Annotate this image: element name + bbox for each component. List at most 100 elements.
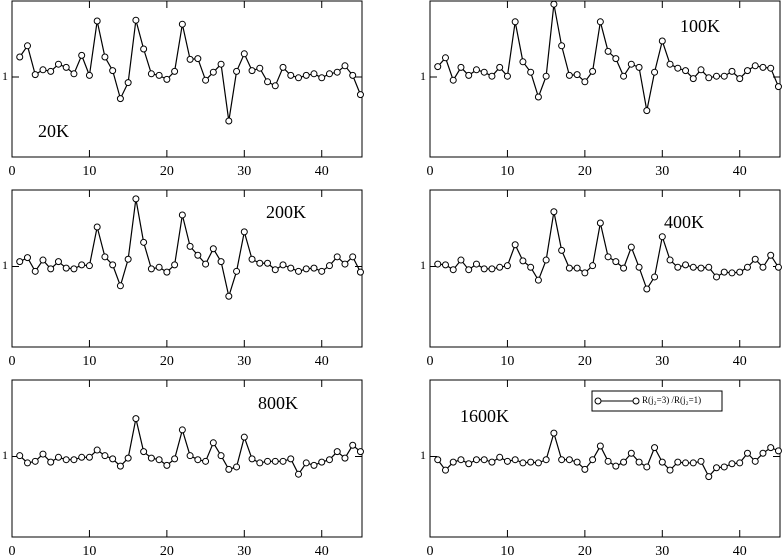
data-point	[147, 454, 155, 462]
x-tick-label: 30	[237, 354, 251, 369]
annotation: 20K	[38, 121, 69, 141]
data-point	[186, 55, 194, 63]
x-tick-label: 0	[9, 164, 16, 179]
x-tick-label: 10	[82, 354, 96, 369]
x-tick-label: 30	[655, 354, 669, 369]
data-point	[85, 71, 93, 79]
x-tick-label: 40	[733, 354, 747, 369]
data-point	[689, 263, 697, 271]
data-point	[697, 264, 705, 272]
data-point	[54, 453, 62, 461]
data-point	[434, 456, 442, 464]
data-point	[527, 458, 535, 466]
annotation: 800K	[258, 393, 298, 413]
x-tick-label: 0	[427, 164, 434, 179]
x-tick-label: 0	[427, 544, 434, 559]
data-point	[287, 71, 295, 79]
data-point	[480, 265, 488, 273]
data-point	[774, 83, 782, 91]
series-line	[437, 430, 779, 478]
series-line	[19, 20, 362, 122]
data-point	[434, 260, 442, 268]
data-point	[627, 449, 635, 457]
y-tick-label: 1	[2, 69, 8, 83]
data-point	[674, 64, 682, 72]
data-point	[295, 74, 303, 82]
data-point	[728, 269, 736, 277]
data-point	[178, 426, 186, 434]
data-point	[565, 456, 573, 464]
x-tick-label: 40	[315, 354, 329, 369]
data-point	[62, 63, 70, 71]
data-point	[751, 255, 759, 263]
data-point	[256, 259, 264, 267]
data-point	[682, 67, 690, 75]
data-point	[682, 261, 690, 269]
data-point	[620, 72, 628, 80]
annotation: 100K	[680, 16, 720, 36]
data-point	[31, 267, 39, 275]
data-point	[534, 276, 542, 284]
series-line	[19, 418, 361, 476]
data-point	[612, 462, 620, 470]
data-point	[318, 267, 326, 275]
data-point	[534, 459, 542, 467]
data-point	[101, 452, 109, 460]
plot-frame	[429, 0, 781, 158]
data-point	[658, 233, 666, 241]
data-point	[54, 258, 62, 266]
data-point	[70, 456, 78, 464]
data-point	[356, 91, 364, 99]
data-point	[503, 457, 511, 465]
data-point	[62, 456, 70, 464]
data-point	[109, 67, 117, 75]
data-point	[589, 262, 597, 270]
data-point	[651, 273, 659, 281]
data-point	[240, 228, 248, 236]
data-point	[333, 448, 341, 456]
legend-marker	[632, 397, 640, 405]
data-point	[496, 453, 504, 461]
data-point	[635, 263, 643, 271]
data-point	[635, 63, 643, 71]
data-point	[271, 266, 279, 274]
data-point	[573, 264, 581, 272]
data-point	[325, 70, 333, 78]
data-point	[697, 66, 705, 74]
data-point	[519, 257, 527, 265]
data-point	[209, 439, 217, 447]
data-point	[209, 68, 217, 76]
data-point	[743, 449, 751, 457]
x-tick-label: 20	[160, 354, 174, 369]
data-point	[774, 263, 782, 271]
data-point	[457, 456, 465, 464]
data-point	[233, 463, 241, 471]
data-point	[550, 429, 558, 437]
data-point	[171, 261, 179, 269]
data-point	[743, 67, 751, 75]
legend-marker	[594, 397, 602, 405]
data-point	[202, 457, 210, 465]
data-point	[503, 72, 511, 80]
data-point	[651, 68, 659, 76]
data-point	[16, 258, 24, 266]
data-point	[217, 452, 225, 460]
series-line	[437, 4, 780, 111]
data-point	[496, 63, 504, 71]
data-point	[39, 256, 47, 264]
data-point	[666, 466, 674, 474]
data-point	[171, 67, 179, 75]
data-point	[751, 62, 759, 70]
data-point	[116, 95, 124, 103]
data-point	[47, 265, 55, 273]
data-point	[635, 458, 643, 466]
data-point	[550, 208, 558, 216]
data-point	[666, 256, 674, 264]
data-point	[558, 246, 566, 254]
x-tick-label: 40	[315, 164, 329, 179]
data-point	[349, 441, 357, 449]
data-point	[488, 265, 496, 273]
data-point	[643, 107, 651, 115]
data-point	[140, 238, 148, 246]
data-point	[194, 251, 202, 259]
